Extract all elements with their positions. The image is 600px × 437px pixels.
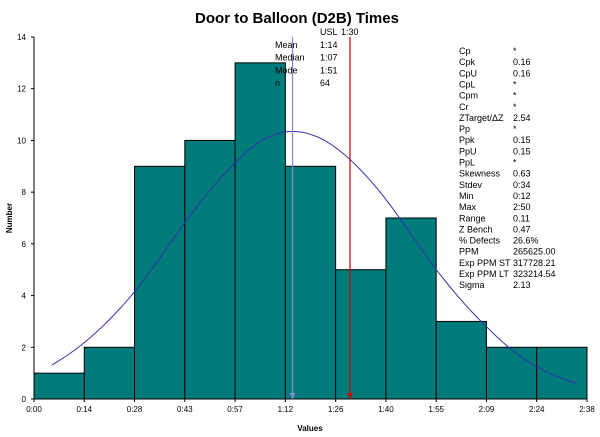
x-tick-label: 1:55 [428, 405, 444, 414]
stat-value: 0.47 [513, 224, 531, 234]
stat-label: Ppk [459, 135, 475, 145]
stat-label: Stdev [459, 180, 483, 190]
usl-line-arrow [347, 393, 353, 399]
stat-label: Range [459, 213, 486, 223]
stat-value: * [513, 158, 517, 168]
stat-value: 0.16 [513, 57, 531, 67]
stat-value: 2.54 [513, 113, 531, 123]
stat-label: Cp [459, 46, 471, 56]
capability-stats-right: Cp * Cpk 0.16 CpU 0.16 CpL * Cpm * Cr * ZTarget/ΔZ 2.… [459, 46, 556, 290]
stat-label: % Defects [459, 236, 501, 246]
x-tick-label: 2:24 [529, 405, 545, 414]
usl-label: USL [320, 27, 338, 37]
stat-value: * [513, 91, 517, 101]
stat-value: * [513, 46, 517, 56]
stat-value: * [513, 124, 517, 134]
y-tick-label: 10 [17, 136, 26, 145]
stat-value: 1:51 [320, 65, 338, 75]
usl-value: 1:30 [341, 27, 359, 37]
x-tick-label: 0:14 [76, 405, 92, 414]
stat-value: 0.63 [513, 169, 531, 179]
stat-label: Z Bench [459, 224, 493, 234]
histogram-bar [485, 346, 538, 400]
stat-label: Min [459, 191, 474, 201]
x-tick-label: 0:00 [26, 405, 42, 414]
y-tick-label: 0 [22, 395, 27, 404]
stat-value: 1:07 [320, 53, 338, 63]
stat-label: Mean [275, 40, 298, 50]
histogram-bar [335, 269, 387, 400]
y-tick-label: 4 [22, 292, 27, 301]
x-tick-label: 1:12 [278, 405, 294, 414]
stat-label: PpL [459, 158, 475, 168]
stat-value: 0.11 [513, 213, 530, 223]
normal-fit-curve [51, 131, 577, 384]
y-tick-label: 2 [22, 343, 27, 352]
stat-value: 0.15 [513, 135, 531, 145]
x-tick-label: 1:26 [328, 405, 344, 414]
stat-label: PPM [459, 247, 479, 257]
stat-label: Cpk [459, 57, 476, 67]
histogram-bar [83, 346, 136, 400]
histogram-bar [536, 346, 588, 400]
x-tick-label: 2:09 [479, 405, 495, 414]
stat-value: 1:14 [320, 40, 338, 50]
stat-value: * [513, 102, 517, 112]
stat-label: Cpm [459, 91, 478, 101]
stat-value: 26.6% [513, 236, 539, 246]
histogram-bar [234, 62, 286, 400]
histogram-bar [184, 139, 236, 400]
x-tick-label: 0:57 [227, 405, 243, 414]
x-tick-label: 2:38 [579, 405, 595, 414]
stat-label: PpU [459, 146, 477, 156]
stat-value: 0.16 [513, 68, 531, 78]
plot-area: 0 2 4 6 8 10 12 14 0:00 0:14 0:28 0:43 0:57 1:12 1:26 1… [17, 27, 595, 414]
y-axis-title: Number [5, 203, 14, 233]
stat-label: CpU [459, 68, 477, 78]
stat-label: Median [275, 53, 305, 63]
y-tick-label: 6 [22, 240, 27, 249]
y-tick-label: 14 [17, 33, 26, 42]
stat-value: 0:34 [513, 180, 531, 190]
stat-value: * [513, 79, 517, 89]
stat-value: 317728.21 [513, 258, 556, 268]
mean-line-arrow [289, 393, 296, 399]
stat-label: CpL [459, 79, 476, 89]
histogram-bar [435, 320, 487, 400]
stat-label: Exp PPM ST [459, 258, 511, 268]
histogram-bar [284, 165, 337, 400]
stat-label: Pp [459, 124, 470, 134]
y-tick-label: 12 [17, 85, 26, 94]
stat-value: 265625.00 [513, 247, 556, 257]
stat-label: n [275, 78, 280, 88]
stat-value: 2.13 [513, 280, 531, 290]
stat-label: Sigma [459, 280, 485, 290]
stat-label: Cr [459, 102, 469, 112]
x-tick-label: 0:28 [127, 405, 143, 414]
stat-value: 64 [320, 78, 330, 88]
histogram-bar [385, 217, 437, 400]
x-axis-title: Values [297, 424, 323, 433]
stat-value: 2:50 [513, 202, 531, 212]
stat-value: 323214.54 [513, 269, 556, 279]
histogram-bar [33, 372, 85, 400]
stat-label: Exp PPM LT [459, 269, 509, 279]
stat-label: Skewness [459, 169, 501, 179]
stat-label: ZTarget/ΔZ [459, 113, 504, 123]
chart-title: Door to Balloon (D2B) Times [195, 10, 399, 27]
summary-stats-left: Mean 1:14 Median 1:07 Mode 1:51 n 64 [275, 40, 338, 88]
stat-value: 0:12 [513, 191, 531, 201]
x-tick-label: 0:43 [177, 405, 193, 414]
stat-label: Max [459, 202, 477, 212]
stat-label: Mode [275, 65, 298, 75]
stat-value: 0.15 [513, 146, 531, 156]
x-tick-label: 1:40 [378, 405, 394, 414]
y-tick-label: 8 [22, 188, 27, 197]
